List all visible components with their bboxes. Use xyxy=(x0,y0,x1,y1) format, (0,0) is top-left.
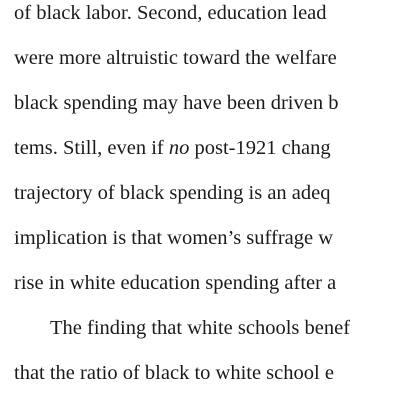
text-line-4-part-2: post-1921 chang xyxy=(189,137,331,159)
text-line-9: that the ratio of black to white school … xyxy=(14,362,334,384)
text-line-3: black spending may have been driven b xyxy=(14,92,339,114)
paragraph-start-line: The finding that white schools benef xyxy=(50,317,351,339)
text-line-4-part-1: tems. Still, even if xyxy=(14,137,169,159)
text-line-4: tems. Still, even if no post-1921 chang xyxy=(14,138,331,159)
text-line-1: of black labor. Second, education lead xyxy=(14,2,327,24)
text-line-5: trajectory of black spending is an adeq xyxy=(14,182,331,204)
emphasized-word: no xyxy=(168,137,190,159)
text-line-7: rise in white education spending after a xyxy=(14,272,337,294)
text-line-2: were more altruistic toward the welfare xyxy=(14,47,337,69)
text-line-6: implication is that women’s suffrage w xyxy=(14,227,334,249)
